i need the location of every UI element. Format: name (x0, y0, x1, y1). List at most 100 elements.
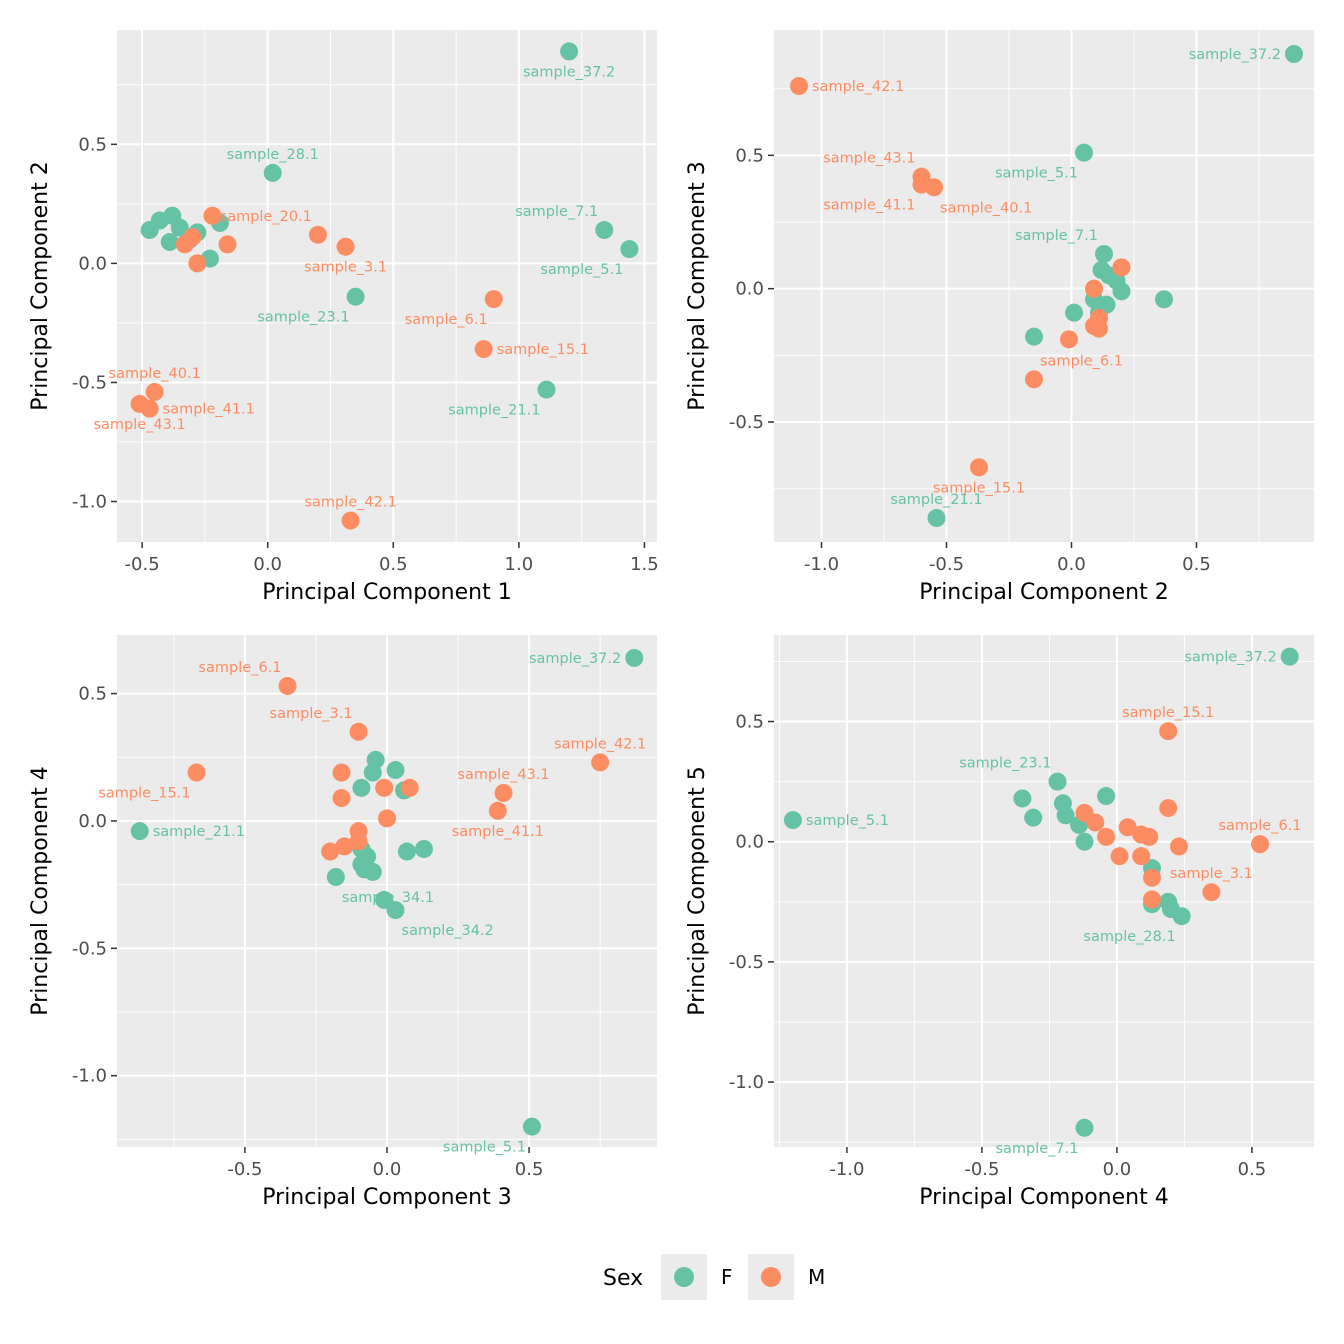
data-point-f (1095, 245, 1113, 263)
data-point-f (263, 163, 282, 182)
y-tick-label: -0.5 (72, 372, 107, 393)
x-tick-label: -0.5 (227, 1159, 262, 1180)
data-point-f (326, 867, 345, 886)
y-tick-label: 0.0 (78, 811, 107, 832)
point-label: sample_41.1 (163, 402, 255, 418)
data-point-f (560, 42, 579, 61)
point-label: sample_15.1 (933, 480, 1025, 496)
data-point-f (1024, 808, 1043, 827)
data-point-m (218, 235, 237, 254)
point-label: sample_41.1 (823, 198, 915, 214)
data-point-m (321, 842, 340, 861)
y-axis-title: Principal Component 5 (685, 766, 710, 1015)
y-tick-label: -0.5 (72, 938, 107, 959)
point-label: sample_7.1 (1015, 228, 1098, 244)
data-point-f (927, 509, 946, 527)
panels: -0.5 0.0 0.5 1.0 1.5-1.0-0.50.00.5Principal … (28, 30, 1314, 1210)
y-axis-title: Principal Component 3 (685, 161, 710, 410)
data-point-m (1159, 799, 1178, 818)
data-point-f (352, 778, 371, 797)
data-point-f (1161, 900, 1180, 919)
data-point-m (1090, 319, 1108, 338)
legend-label-m: M (808, 1265, 825, 1289)
data-point-f (160, 232, 179, 251)
data-point-m (378, 809, 396, 828)
legend: Sex F M (603, 1254, 825, 1300)
point-labels: sample_37.2 sample_28.1 sample_7.1 sample_5… (93, 64, 623, 510)
x-tick-label: 0.5 (1238, 1159, 1267, 1180)
panel-2: -1.0 -0.5 0.0 0.5 -0.5 0.0 0.5 Principal Compon… (685, 30, 1314, 605)
data-point-f (1048, 772, 1067, 791)
data-point-f (130, 822, 149, 841)
data-point-m (332, 763, 351, 782)
data-point-m (187, 763, 206, 782)
data-point-m (183, 228, 202, 247)
x-tick-label: -0.5 (964, 1159, 999, 1180)
data-point-m (1086, 813, 1105, 832)
point-labels: sample_37.2 sample_21.1 sample_34.1 sample_… (98, 651, 646, 1156)
data-point-m (130, 394, 149, 413)
panel-background (117, 30, 657, 542)
data-point-m (1132, 847, 1151, 866)
x-tick-label: 0.5 (515, 1159, 544, 1180)
x-tick-label: 0.0 (1103, 1159, 1132, 1180)
points (130, 42, 639, 530)
data-point-f (1075, 1118, 1094, 1137)
point-label: sample_21.1 (448, 403, 540, 419)
data-point-f (625, 648, 644, 667)
point-labels: sample_37.2 sample_5.1 sample_23.1 sample_2… (806, 650, 1302, 1157)
data-point-m (375, 778, 394, 797)
data-point-f (1056, 806, 1075, 825)
x-axis-title: Principal Component 2 (919, 580, 1168, 605)
point-label: sample_15.1 (497, 342, 589, 358)
data-point-m (1025, 370, 1043, 389)
y-tick-label: -1.0 (729, 1072, 764, 1093)
data-point-m (203, 206, 222, 225)
points (130, 648, 644, 1136)
points (783, 647, 1299, 1137)
point-label: sample_3.1 (1170, 866, 1253, 882)
data-point-m (349, 832, 368, 851)
point-label: sample_37.2 (1184, 650, 1276, 666)
point-label: sample_41.1 (452, 824, 544, 840)
y-tick-label: 0.0 (735, 279, 764, 300)
legend-key-m (761, 1267, 781, 1287)
x-tick-label: -1.0 (804, 554, 839, 575)
x-axis-title: Principal Component 3 (262, 1185, 511, 1210)
point-label: sample_5.1 (806, 813, 889, 829)
panel-background (774, 30, 1314, 542)
data-point-m (308, 225, 327, 244)
point-label: sample_43.1 (93, 417, 185, 433)
point-label: sample_40.1 (940, 200, 1032, 216)
legend-label-f: F (721, 1265, 733, 1289)
data-point-f (414, 839, 433, 858)
data-point-f (397, 842, 416, 861)
data-point-f (595, 221, 614, 240)
data-point-m (1097, 827, 1116, 846)
y-tick-label: 0.5 (735, 145, 764, 166)
point-label: sample_23.1 (959, 756, 1051, 772)
data-point-m (1251, 835, 1269, 854)
data-point-f (363, 862, 382, 881)
data-point-m (1159, 722, 1178, 741)
x-tick-label: -0.5 (929, 554, 964, 575)
point-label: sample_34.1 (342, 890, 434, 906)
x-tick-label: -1.0 (829, 1159, 864, 1180)
y-axis-title: Principal Component 4 (28, 766, 53, 1015)
data-point-m (145, 382, 164, 401)
panel-4: -1.0 -0.5 0.0 0.5 -1.0 -0.5 0.0 0.5 Principal Co… (685, 635, 1314, 1210)
point-label: sample_6.1 (1040, 353, 1123, 369)
data-point-m (1140, 827, 1159, 846)
data-point-m (1202, 883, 1221, 902)
data-point-m (494, 783, 513, 802)
data-point-m (1118, 818, 1137, 837)
data-point-f (363, 763, 382, 782)
data-point-f (1097, 787, 1116, 806)
y-tick-label: 0.5 (78, 134, 107, 155)
data-point-m (1143, 868, 1161, 887)
y-tick-label: -1.0 (72, 492, 107, 513)
panel-background (774, 635, 1314, 1147)
x-tick-label: 1.0 (505, 554, 534, 575)
data-point-m (341, 511, 360, 530)
